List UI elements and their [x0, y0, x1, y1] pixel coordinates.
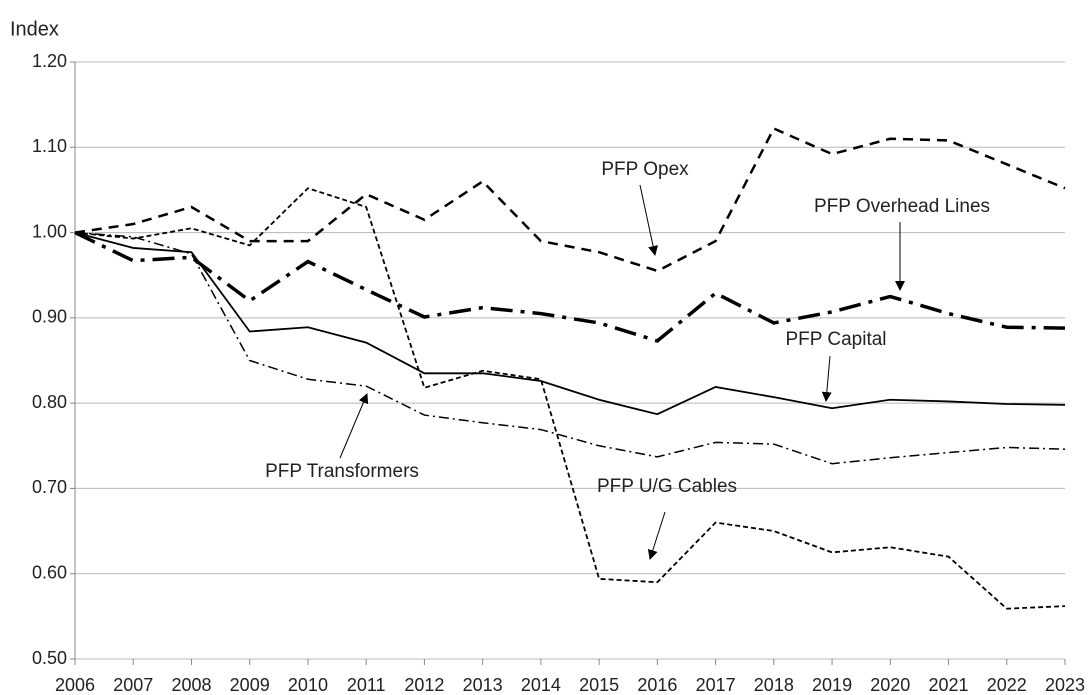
- series-line: [74, 187, 1066, 610]
- y-tick-label: 0.80: [32, 392, 67, 412]
- y-tick-label: 0.60: [32, 562, 67, 582]
- x-tick-label: 2011: [347, 675, 386, 695]
- x-tick-label: 2009: [230, 675, 270, 695]
- x-tick-label: 2014: [521, 675, 561, 695]
- x-tick-label: 2012: [404, 675, 444, 695]
- y-axis-label: Index: [10, 18, 59, 40]
- series-line: [74, 126, 1066, 273]
- x-tick-label: 2023: [1045, 675, 1085, 695]
- x-tick-label: 2015: [579, 675, 619, 695]
- y-tick-label: 0.90: [32, 307, 67, 327]
- x-tick-label: 2010: [288, 675, 328, 695]
- series-line: [74, 231, 1066, 416]
- x-tick-label: 2022: [987, 675, 1027, 695]
- x-tick-label: 2020: [870, 675, 910, 695]
- x-tick-label: 2016: [637, 675, 677, 695]
- x-tick-label: 2018: [754, 675, 794, 695]
- y-tick-label: 1.10: [32, 136, 67, 156]
- annotation: PFP Capital: [785, 329, 886, 350]
- y-tick-label: 1.20: [32, 51, 67, 71]
- y-tick-label: 0.70: [32, 477, 67, 497]
- x-tick-label: 2017: [696, 675, 736, 695]
- y-tick-label: 0.50: [32, 648, 67, 668]
- y-tick-label: 1.00: [32, 221, 67, 241]
- x-tick-label: 2006: [55, 675, 95, 695]
- annotation: PFP Overhead Lines: [814, 196, 990, 217]
- x-tick-label: 2008: [171, 675, 211, 695]
- x-tick-label: 2019: [812, 675, 852, 695]
- annotation-arrow: [821, 355, 832, 402]
- annotation-arrow: [339, 393, 369, 459]
- annotation: PFP Opex: [601, 159, 689, 180]
- x-tick-label: 2007: [113, 675, 153, 695]
- series-line: [74, 230, 1066, 343]
- annotation-arrow: [639, 184, 659, 256]
- annotation: PFP U/G Cables: [597, 476, 737, 497]
- series-line: [74, 231, 1066, 465]
- annotation-arrow: [647, 511, 666, 560]
- annotation: PFP Transformers: [265, 461, 419, 482]
- x-tick-label: 2021: [929, 675, 969, 695]
- x-tick-label: 2013: [463, 675, 503, 695]
